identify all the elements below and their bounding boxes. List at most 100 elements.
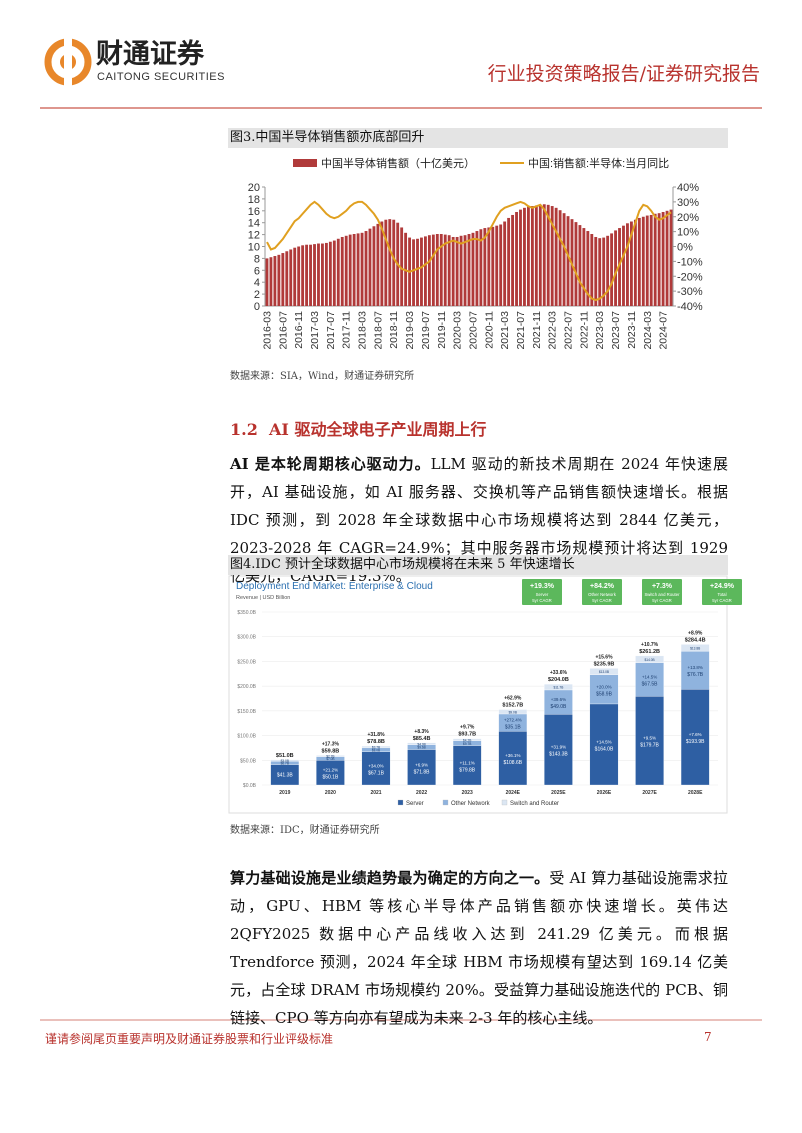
- figure3-caption: 图3.中国半导体销售额亦底部回升: [228, 128, 728, 148]
- bar: [388, 219, 392, 306]
- x-tick-label: 2026E: [597, 790, 612, 796]
- paragraph-lead: AI 是本轮周期核心驱动力。: [230, 455, 431, 473]
- x-tick-label: 2020-03: [452, 311, 464, 350]
- legend-swatch: [397, 799, 404, 806]
- bar: [665, 210, 669, 306]
- total-growth: +8.3%: [414, 729, 429, 735]
- bar: [653, 213, 657, 306]
- x-tick-label: 2018-07: [372, 311, 384, 350]
- y-tick-label: 6: [254, 265, 260, 277]
- bar: [645, 215, 649, 306]
- bar: [542, 204, 546, 306]
- legend-swatch: [293, 159, 317, 167]
- paragraph-text: 受 AI 算力基础设施需求拉动，GPU、HBM 等核心半导体产品销售额亦快速增长…: [230, 869, 729, 1027]
- x-tick-label: 2023: [462, 790, 473, 796]
- bar: [289, 249, 293, 306]
- value-label: $13.0B: [599, 670, 609, 674]
- value-label: $13.8B: [690, 646, 700, 650]
- x-tick-label: 2019-03: [404, 311, 416, 350]
- y2-tick-label: -20%: [677, 271, 703, 283]
- bar-segment: [544, 684, 573, 691]
- bar-segment: [544, 689, 573, 715]
- bar: [443, 234, 447, 306]
- bar: [649, 214, 653, 306]
- cagr-note: 5yr CAGR: [532, 598, 552, 603]
- bar: [479, 229, 483, 306]
- x-tick-label: 2023-11: [626, 311, 638, 349]
- bar: [420, 237, 423, 306]
- x-tick-label: 2023-07: [610, 311, 622, 350]
- total-growth: +10.7%: [641, 642, 659, 648]
- bar-segment: [452, 738, 482, 741]
- bar: [348, 234, 352, 306]
- section-number: 1.2: [230, 420, 258, 439]
- legend-label: Other Network: [451, 801, 491, 807]
- bar-segment: [361, 751, 391, 786]
- value-label: $193.9B: [686, 739, 705, 745]
- x-tick-label: 2024E: [506, 790, 521, 796]
- x-tick-label: 2018-11: [388, 311, 400, 349]
- bar: [511, 214, 514, 306]
- bar: [657, 213, 661, 306]
- y-tick-label: 20: [248, 182, 260, 194]
- figure3-source: 数据来源：SIA，Wind，财通证券研究所: [230, 371, 415, 382]
- total-growth: +31.8%: [367, 732, 385, 738]
- bar-segment: [589, 674, 619, 705]
- x-tick-label: 2024-03: [642, 311, 654, 350]
- bar: [574, 222, 578, 306]
- line: [266, 200, 672, 302]
- y-tick-label: 4: [254, 277, 260, 289]
- bar: [590, 234, 594, 306]
- bar: [424, 236, 427, 306]
- bar: [594, 236, 598, 306]
- bar: [475, 231, 479, 306]
- bar: [305, 244, 309, 306]
- growth-label: +13.8%: [688, 665, 703, 670]
- bar: [356, 233, 360, 306]
- bar: [321, 243, 324, 306]
- bar: [324, 242, 328, 306]
- bar: [455, 236, 459, 306]
- x-tick-label: 2017-03: [309, 311, 321, 350]
- x-tick-label: 2020-11: [483, 311, 495, 349]
- bar: [416, 238, 419, 306]
- value-label: $35.1B: [505, 725, 522, 731]
- bar-segment: [361, 745, 391, 749]
- bar: [562, 213, 566, 306]
- growth-label: +14.5%: [596, 739, 611, 744]
- bar: [491, 226, 495, 306]
- total-label: $85.4B: [413, 736, 431, 742]
- bar: [313, 244, 316, 306]
- total-label: $152.7B: [502, 703, 523, 709]
- bar: [598, 238, 602, 306]
- bar: [566, 216, 570, 306]
- legend-label: Switch and Router: [510, 801, 559, 807]
- value-label: $41.3B: [277, 772, 294, 778]
- cagr-box: [582, 579, 622, 605]
- value-label: $9.0B: [509, 710, 517, 714]
- page-number: 7: [704, 1030, 712, 1044]
- y2-tick-label: 30%: [677, 197, 699, 209]
- value-label: $2.7B: [326, 755, 334, 759]
- bar-segment: [635, 696, 664, 786]
- cagr-value: +24.9%: [710, 583, 735, 590]
- bar: [427, 235, 431, 306]
- x-tick-label: 2019-11: [436, 311, 448, 349]
- bar: [285, 251, 289, 306]
- bar: [503, 221, 507, 306]
- x-tick-label: 2023-03: [594, 311, 606, 350]
- value-label: $79.8B: [459, 767, 476, 773]
- paragraph: 算力基础设施是业绩趋势最为确定的方向之一。受 AI 算力基础设施需求拉动，GPU…: [230, 864, 728, 1032]
- y-tick-label: 16: [248, 206, 260, 218]
- growth-label: +9.5%: [643, 736, 656, 741]
- bar: [523, 207, 526, 306]
- bar: [467, 234, 471, 306]
- growth-label: +36.1%: [505, 753, 520, 758]
- total-label: $93.7B: [458, 732, 476, 738]
- x-tick-label: 2021-03: [499, 311, 511, 350]
- bar: [526, 206, 530, 306]
- value-label: $7.0B: [326, 757, 334, 761]
- bar: [633, 219, 637, 306]
- x-tick-label: 2016-11: [293, 311, 305, 349]
